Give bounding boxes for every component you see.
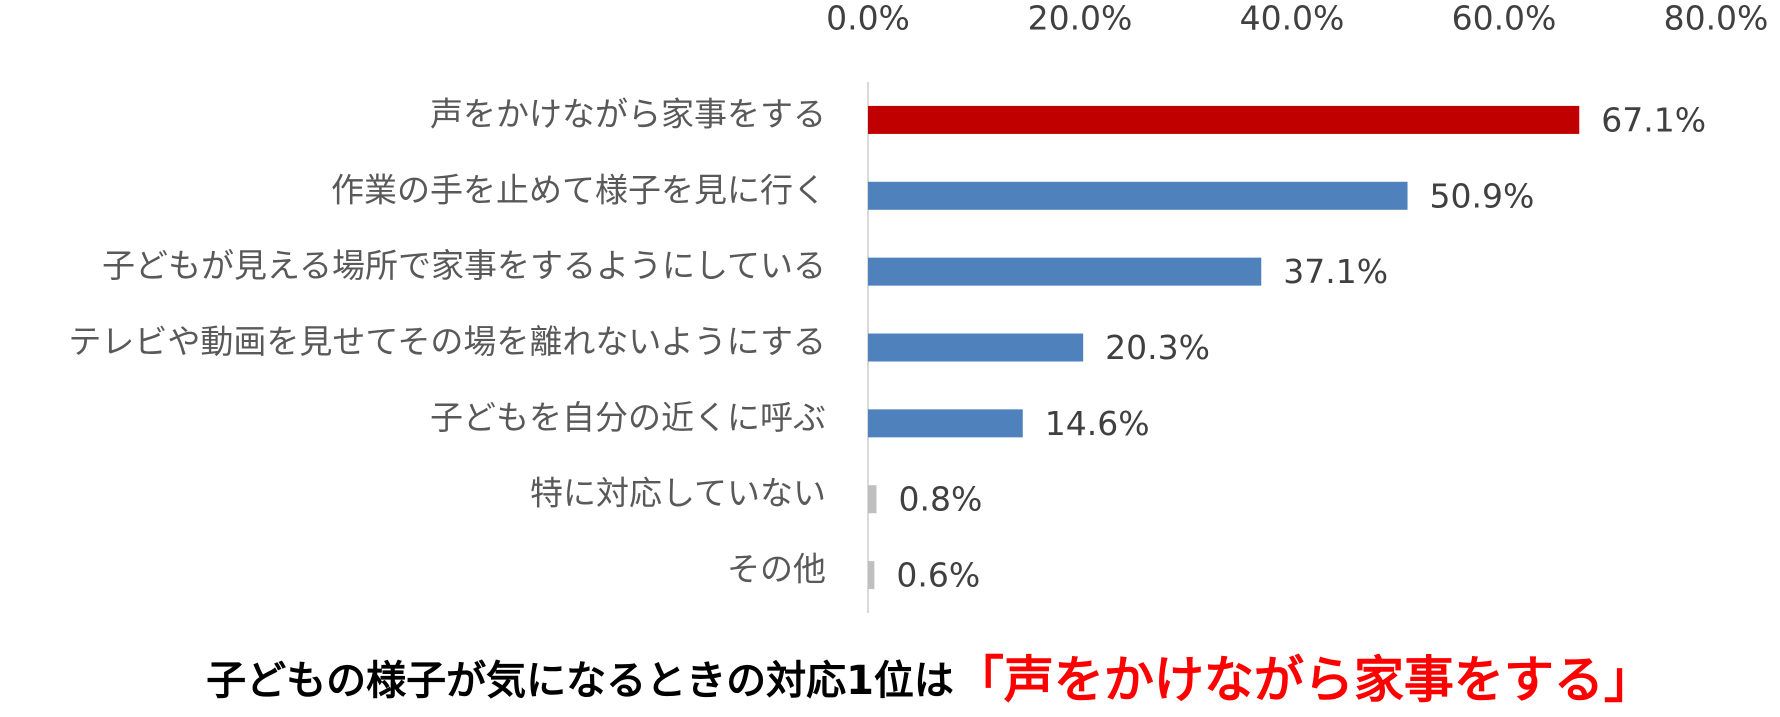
value-label: 37.1% — [1283, 252, 1388, 291]
y-tick-label: 声をかけながら家事をする — [430, 94, 826, 133]
y-tick-label: その他 — [727, 550, 826, 589]
bar — [868, 181, 1408, 210]
x-tick-label: 40.0% — [1240, 0, 1345, 38]
caption: 子どもの様子が気になるときの対応1位は「声をかけながら家事をする」 — [206, 651, 1654, 709]
y-tick-label: テレビや動画を見せてその場を離れないようにする — [68, 322, 826, 361]
y-tick-label: 特に対応していない — [530, 474, 826, 513]
value-label: 20.3% — [1105, 328, 1210, 367]
x-tick-label: 80.0% — [1664, 0, 1769, 38]
y-tick-label: 作業の手を止めて様子を見に行く — [331, 170, 826, 209]
x-tick-label: 20.0% — [1028, 0, 1133, 38]
bar — [868, 409, 1023, 438]
y-tick-label: 子どもが見える場所で家事をするようにしている — [102, 246, 826, 285]
y-tick-label: 子どもを自分の近くに呼ぶ — [430, 398, 826, 437]
bar — [868, 105, 1580, 134]
value-label: 67.1% — [1601, 100, 1706, 139]
bar — [868, 257, 1262, 286]
caption-text: 子どもの様子が気になるときの対応1位は — [206, 658, 954, 704]
bar — [868, 561, 875, 590]
value-label: 0.6% — [896, 556, 980, 595]
bar — [868, 485, 877, 514]
bar — [868, 333, 1084, 362]
value-label: 0.8% — [898, 480, 982, 519]
x-tick-label: 60.0% — [1452, 0, 1557, 38]
caption-highlight: 「声をかけながら家事をする」 — [954, 651, 1654, 709]
x-tick-label: 0.0% — [826, 0, 910, 38]
value-label: 14.6% — [1045, 404, 1150, 443]
value-label: 50.9% — [1430, 176, 1535, 215]
